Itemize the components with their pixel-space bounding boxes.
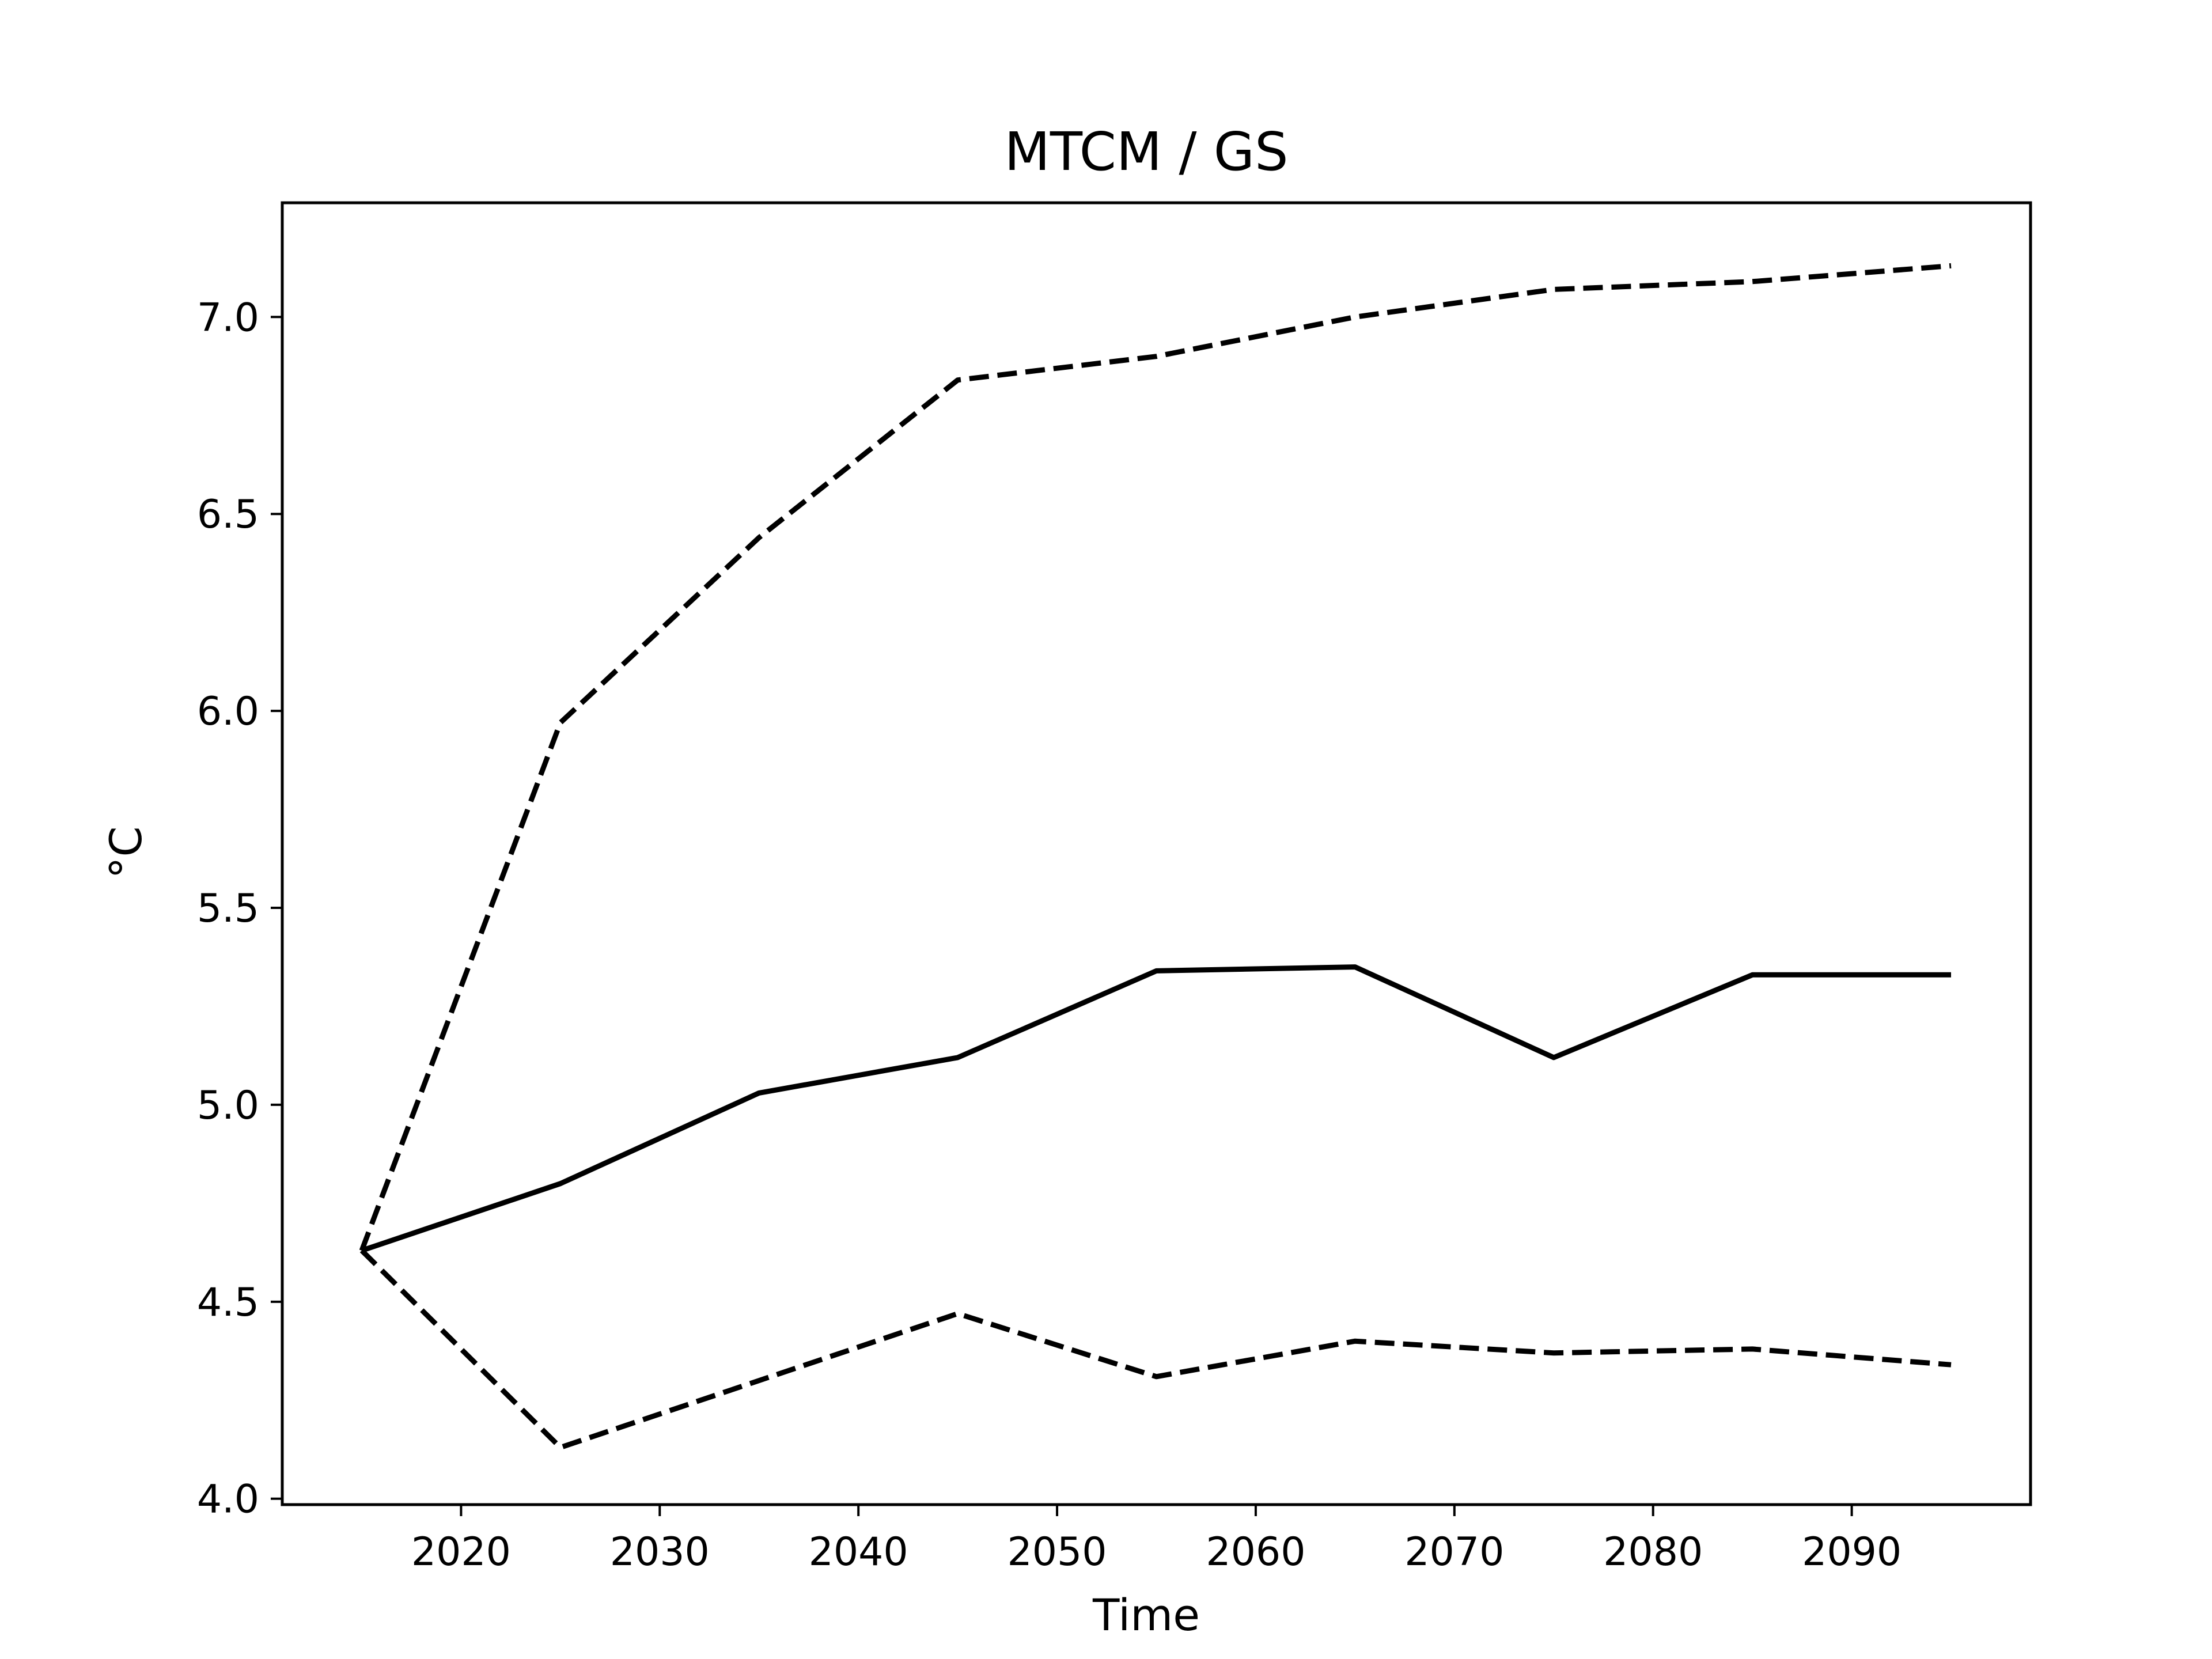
- x-tick-label-2080: 2080: [1603, 1529, 1703, 1575]
- x-tick-label-2090: 2090: [1802, 1529, 1902, 1575]
- chart-title: MTCM / GS: [1005, 121, 1289, 183]
- ticks-layer: 2020 2030 2040 2050 2060 2070 2080 2090 4.0 4.5 5.…: [197, 295, 1902, 1575]
- y-tick-label-4.5: 4.5: [197, 1280, 259, 1325]
- y-tick-label-5.0: 5.0: [197, 1083, 259, 1128]
- y-tick-label-6.5: 6.5: [197, 492, 259, 537]
- x-axis-label: Time: [1092, 1589, 1200, 1641]
- series-layer: [359, 263, 1952, 1450]
- series-line-2: [359, 263, 1952, 1252]
- series-line-1: [361, 964, 1951, 1253]
- y-tick-label-4.0: 4.0: [197, 1477, 259, 1522]
- y-tick-label-7.0: 7.0: [197, 295, 259, 340]
- y-axis-label: °C: [100, 826, 151, 878]
- x-tick-label-2020: 2020: [411, 1529, 511, 1575]
- x-tick-label-2050: 2050: [1007, 1529, 1107, 1575]
- series-line-3: [359, 1248, 1952, 1450]
- x-tick-label-2030: 2030: [610, 1529, 710, 1575]
- y-tick-label-6.0: 6.0: [197, 689, 259, 734]
- plot-frame: [281, 201, 2032, 1506]
- x-tick-label-2040: 2040: [809, 1529, 908, 1575]
- x-tick-label-2070: 2070: [1404, 1529, 1504, 1575]
- x-tick-label-2060: 2060: [1206, 1529, 1305, 1575]
- y-tick-label-5.5: 5.5: [197, 886, 259, 931]
